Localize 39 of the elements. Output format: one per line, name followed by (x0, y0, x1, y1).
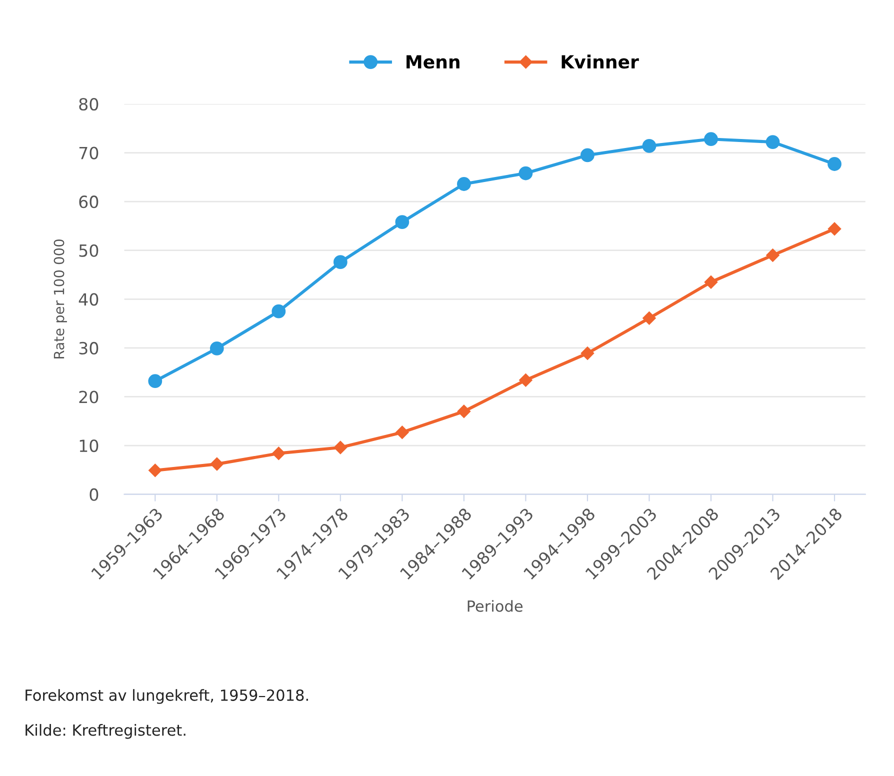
point (828, 222, 842, 236)
y-axis-title: Rate per 100 000 (54, 239, 67, 358)
y-tick-label: 60 (79, 196, 98, 208)
point (580, 346, 594, 360)
y-tick-label: 40 (78, 293, 98, 306)
point (272, 304, 286, 318)
point (642, 312, 656, 325)
text: Kilde: Kreftregisteret. (26, 724, 186, 739)
point (766, 248, 780, 262)
y-tick-label: 80 (79, 98, 98, 111)
point (210, 341, 224, 356)
point (704, 275, 718, 289)
point (272, 446, 286, 460)
point (148, 464, 162, 477)
point (334, 440, 348, 454)
y-tick-label: 20 (79, 390, 98, 404)
point (828, 157, 842, 171)
point (396, 426, 409, 439)
text: Forekomst av lungekreft, 1959–2018. (26, 689, 308, 704)
point (580, 148, 594, 162)
point (642, 139, 656, 153)
point (519, 374, 532, 387)
point (457, 177, 471, 191)
point (457, 404, 471, 418)
y-tick-label: 10 (80, 439, 98, 452)
point (518, 166, 533, 180)
point (766, 135, 780, 149)
x-axis-title: Periode (468, 600, 523, 612)
point (395, 215, 410, 230)
y-tick-label: 50 (79, 244, 98, 257)
point (148, 374, 162, 388)
point (210, 457, 224, 471)
y-tick-label: 70 (79, 146, 98, 160)
legend-label: Kvinner (562, 54, 639, 69)
point (333, 255, 348, 270)
legend-label: Menn (406, 55, 460, 69)
y-tick-label: 30 (79, 342, 98, 355)
point (704, 132, 718, 146)
y-tick-label: 0 (90, 488, 98, 501)
